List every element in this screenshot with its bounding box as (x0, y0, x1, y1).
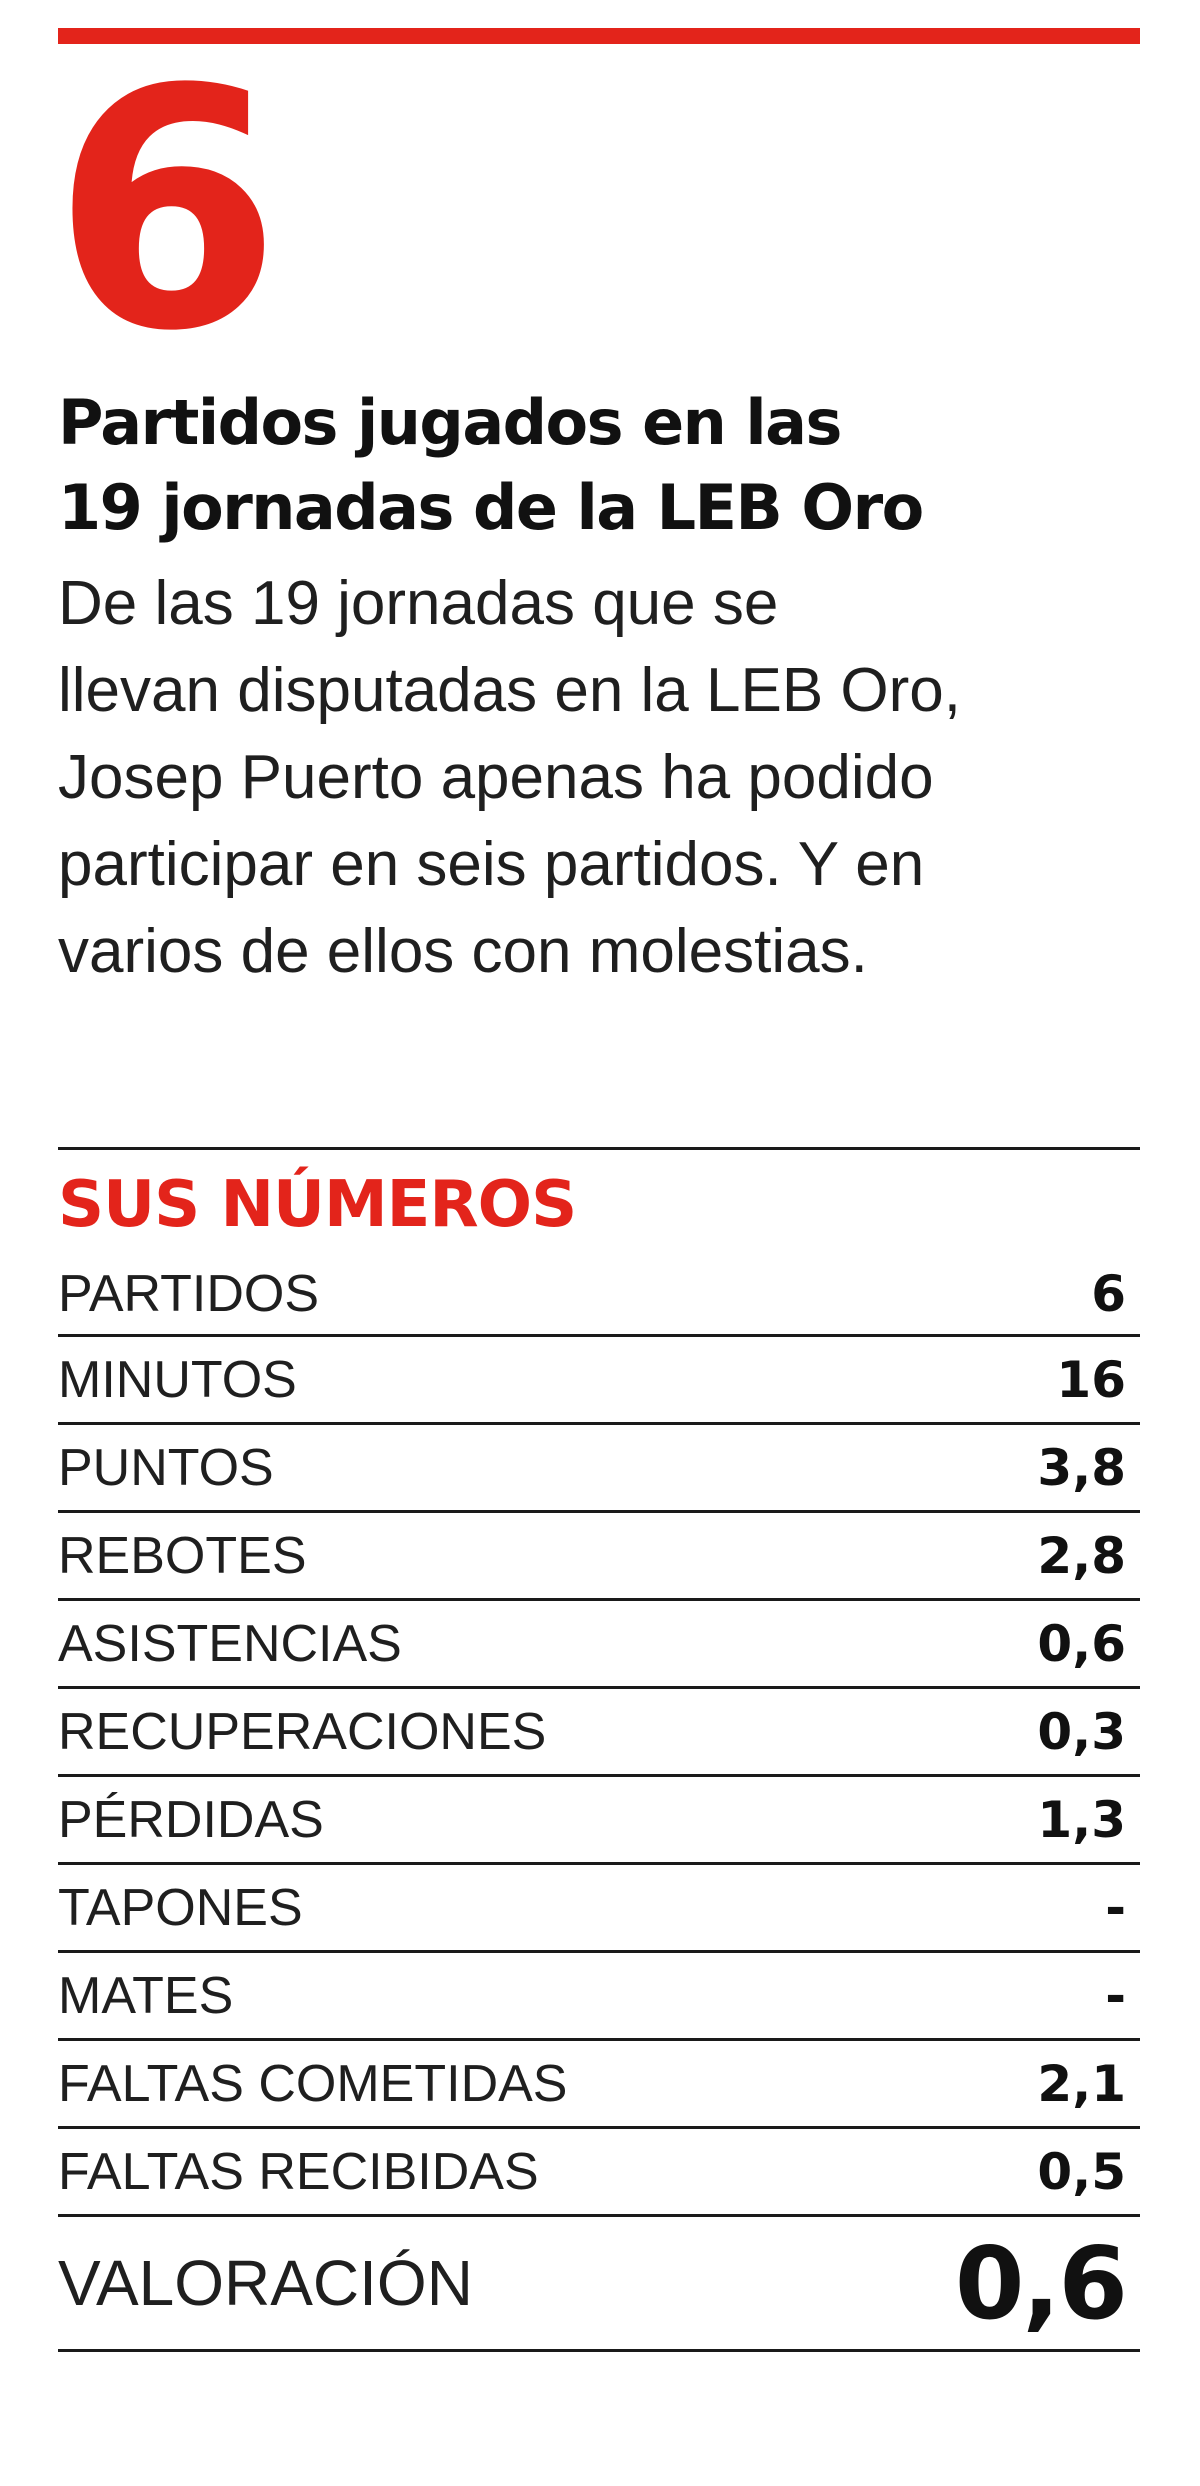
stat-row-faltas-recibidas: FALTAS RECIBIDAS 0,5 (58, 2129, 1140, 2217)
stat-row-perdidas: PÉRDIDAS 1,3 (58, 1777, 1140, 1865)
stat-row-mates: MATES - (58, 1953, 1140, 2041)
headline-line-1: Partidos jugados en las (58, 386, 842, 459)
stat-value: - (1105, 1966, 1126, 2025)
stat-value: 6 (1091, 1265, 1126, 1323)
stat-label: PÉRDIDAS (58, 1790, 324, 1849)
stat-row-valoracion: VALORACIÓN 0,6 (58, 2217, 1140, 2352)
stat-row-asistencias: ASISTENCIAS 0,6 (58, 1601, 1140, 1689)
stat-value: 0,6 (1037, 1614, 1126, 1673)
stat-row-rebotes: REBOTES 2,8 (58, 1513, 1140, 1601)
top-accent-rule (58, 28, 1140, 44)
stat-label: REBOTES (58, 1526, 307, 1585)
stat-value: 0,5 (1037, 2142, 1126, 2201)
stat-value: 1,3 (1037, 1790, 1126, 1849)
stat-label: MINUTOS (58, 1350, 297, 1409)
stats-table: PARTIDOS 6 MINUTOS 16 PUNTOS 3,8 REBOTES… (58, 1254, 1140, 2352)
stat-row-puntos: PUNTOS 3,8 (58, 1425, 1140, 1513)
stat-label: TAPONES (58, 1878, 303, 1937)
stat-value: 0,3 (1037, 1702, 1126, 1761)
stat-value: 2,1 (1037, 2054, 1126, 2113)
headline: Partidos jugados en las 19 jornadas de l… (58, 380, 1140, 550)
stat-value: - (1105, 1878, 1126, 1937)
stat-total-label: VALORACIÓN (58, 2247, 473, 2319)
stats-infographic: 6 Partidos jugados en las 19 jornadas de… (52, 0, 1140, 2486)
stat-row-minutos: MINUTOS 16 (58, 1337, 1140, 1425)
highlight-number: 6 (52, 19, 282, 403)
stat-label: ASISTENCIAS (58, 1614, 402, 1673)
stat-label: PARTIDOS (58, 1265, 320, 1323)
headline-line-2: 19 jornadas de la LEB Oro (58, 471, 924, 544)
stat-label: FALTAS COMETIDAS (58, 2054, 568, 2113)
stat-label: RECUPERACIONES (58, 1702, 547, 1761)
description-text: De las 19 jornadas que se llevan disputa… (58, 569, 961, 986)
stat-row-tapones: TAPONES - (58, 1865, 1140, 1953)
stat-row-recuperaciones: RECUPERACIONES 0,3 (58, 1689, 1140, 1777)
stat-label: MATES (58, 1966, 234, 2025)
stat-row-partidos: PARTIDOS 6 (58, 1254, 1140, 1337)
stat-row-faltas-cometidas: FALTAS COMETIDAS 2,1 (58, 2041, 1140, 2129)
stat-value: 2,8 (1037, 1526, 1126, 1585)
stat-total-value: 0,6 (954, 2224, 1128, 2342)
stat-label: FALTAS RECIBIDAS (58, 2142, 539, 2201)
stats-title: SUS NÚMEROS (58, 1168, 577, 1242)
stat-value: 3,8 (1037, 1438, 1126, 1497)
stats-divider (58, 1147, 1140, 1150)
stat-value: 16 (1056, 1350, 1126, 1409)
stat-label: PUNTOS (58, 1438, 274, 1497)
